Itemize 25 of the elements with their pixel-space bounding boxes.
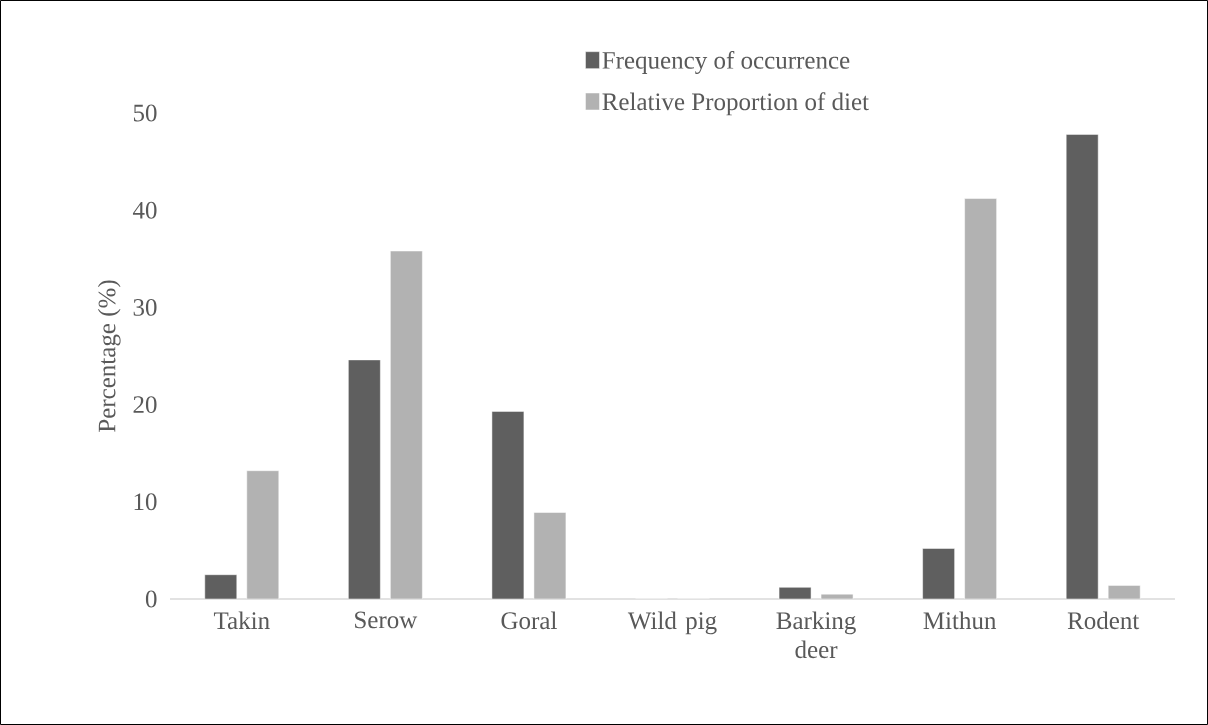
y-axis-title: Percentage (%) — [97, 280, 121, 432]
x-tick-label: Goral — [501, 611, 557, 630]
bar — [204, 574, 238, 599]
y-tick-label: 40 — [132, 201, 157, 219]
bar — [533, 512, 567, 599]
bar — [390, 250, 423, 599]
bar — [246, 470, 280, 599]
bar — [348, 359, 381, 599]
x-tick-label: Rodent — [1067, 611, 1140, 630]
y-tick-label: 20 — [133, 396, 157, 414]
legend-label: Frequency of occurrence — [602, 50, 850, 74]
x-tick-label: Takin — [213, 611, 270, 630]
y-tick-label: 50 — [133, 104, 157, 122]
y-tick-label: 30 — [133, 298, 157, 316]
bar — [964, 198, 997, 599]
x-tick-label: Wild pig — [627, 611, 717, 635]
y-tick-label: 10 — [134, 493, 157, 511]
bar — [922, 548, 955, 599]
bar — [1065, 134, 1099, 599]
x-tick-label: Barking deer — [776, 611, 856, 659]
bar — [491, 411, 525, 599]
x-tick-label: Mithun — [923, 611, 997, 630]
x-tick-label: Serow — [355, 611, 418, 629]
y-tick-label: 0 — [145, 590, 157, 608]
legend-label: Relative Proportion of diet — [602, 92, 869, 116]
